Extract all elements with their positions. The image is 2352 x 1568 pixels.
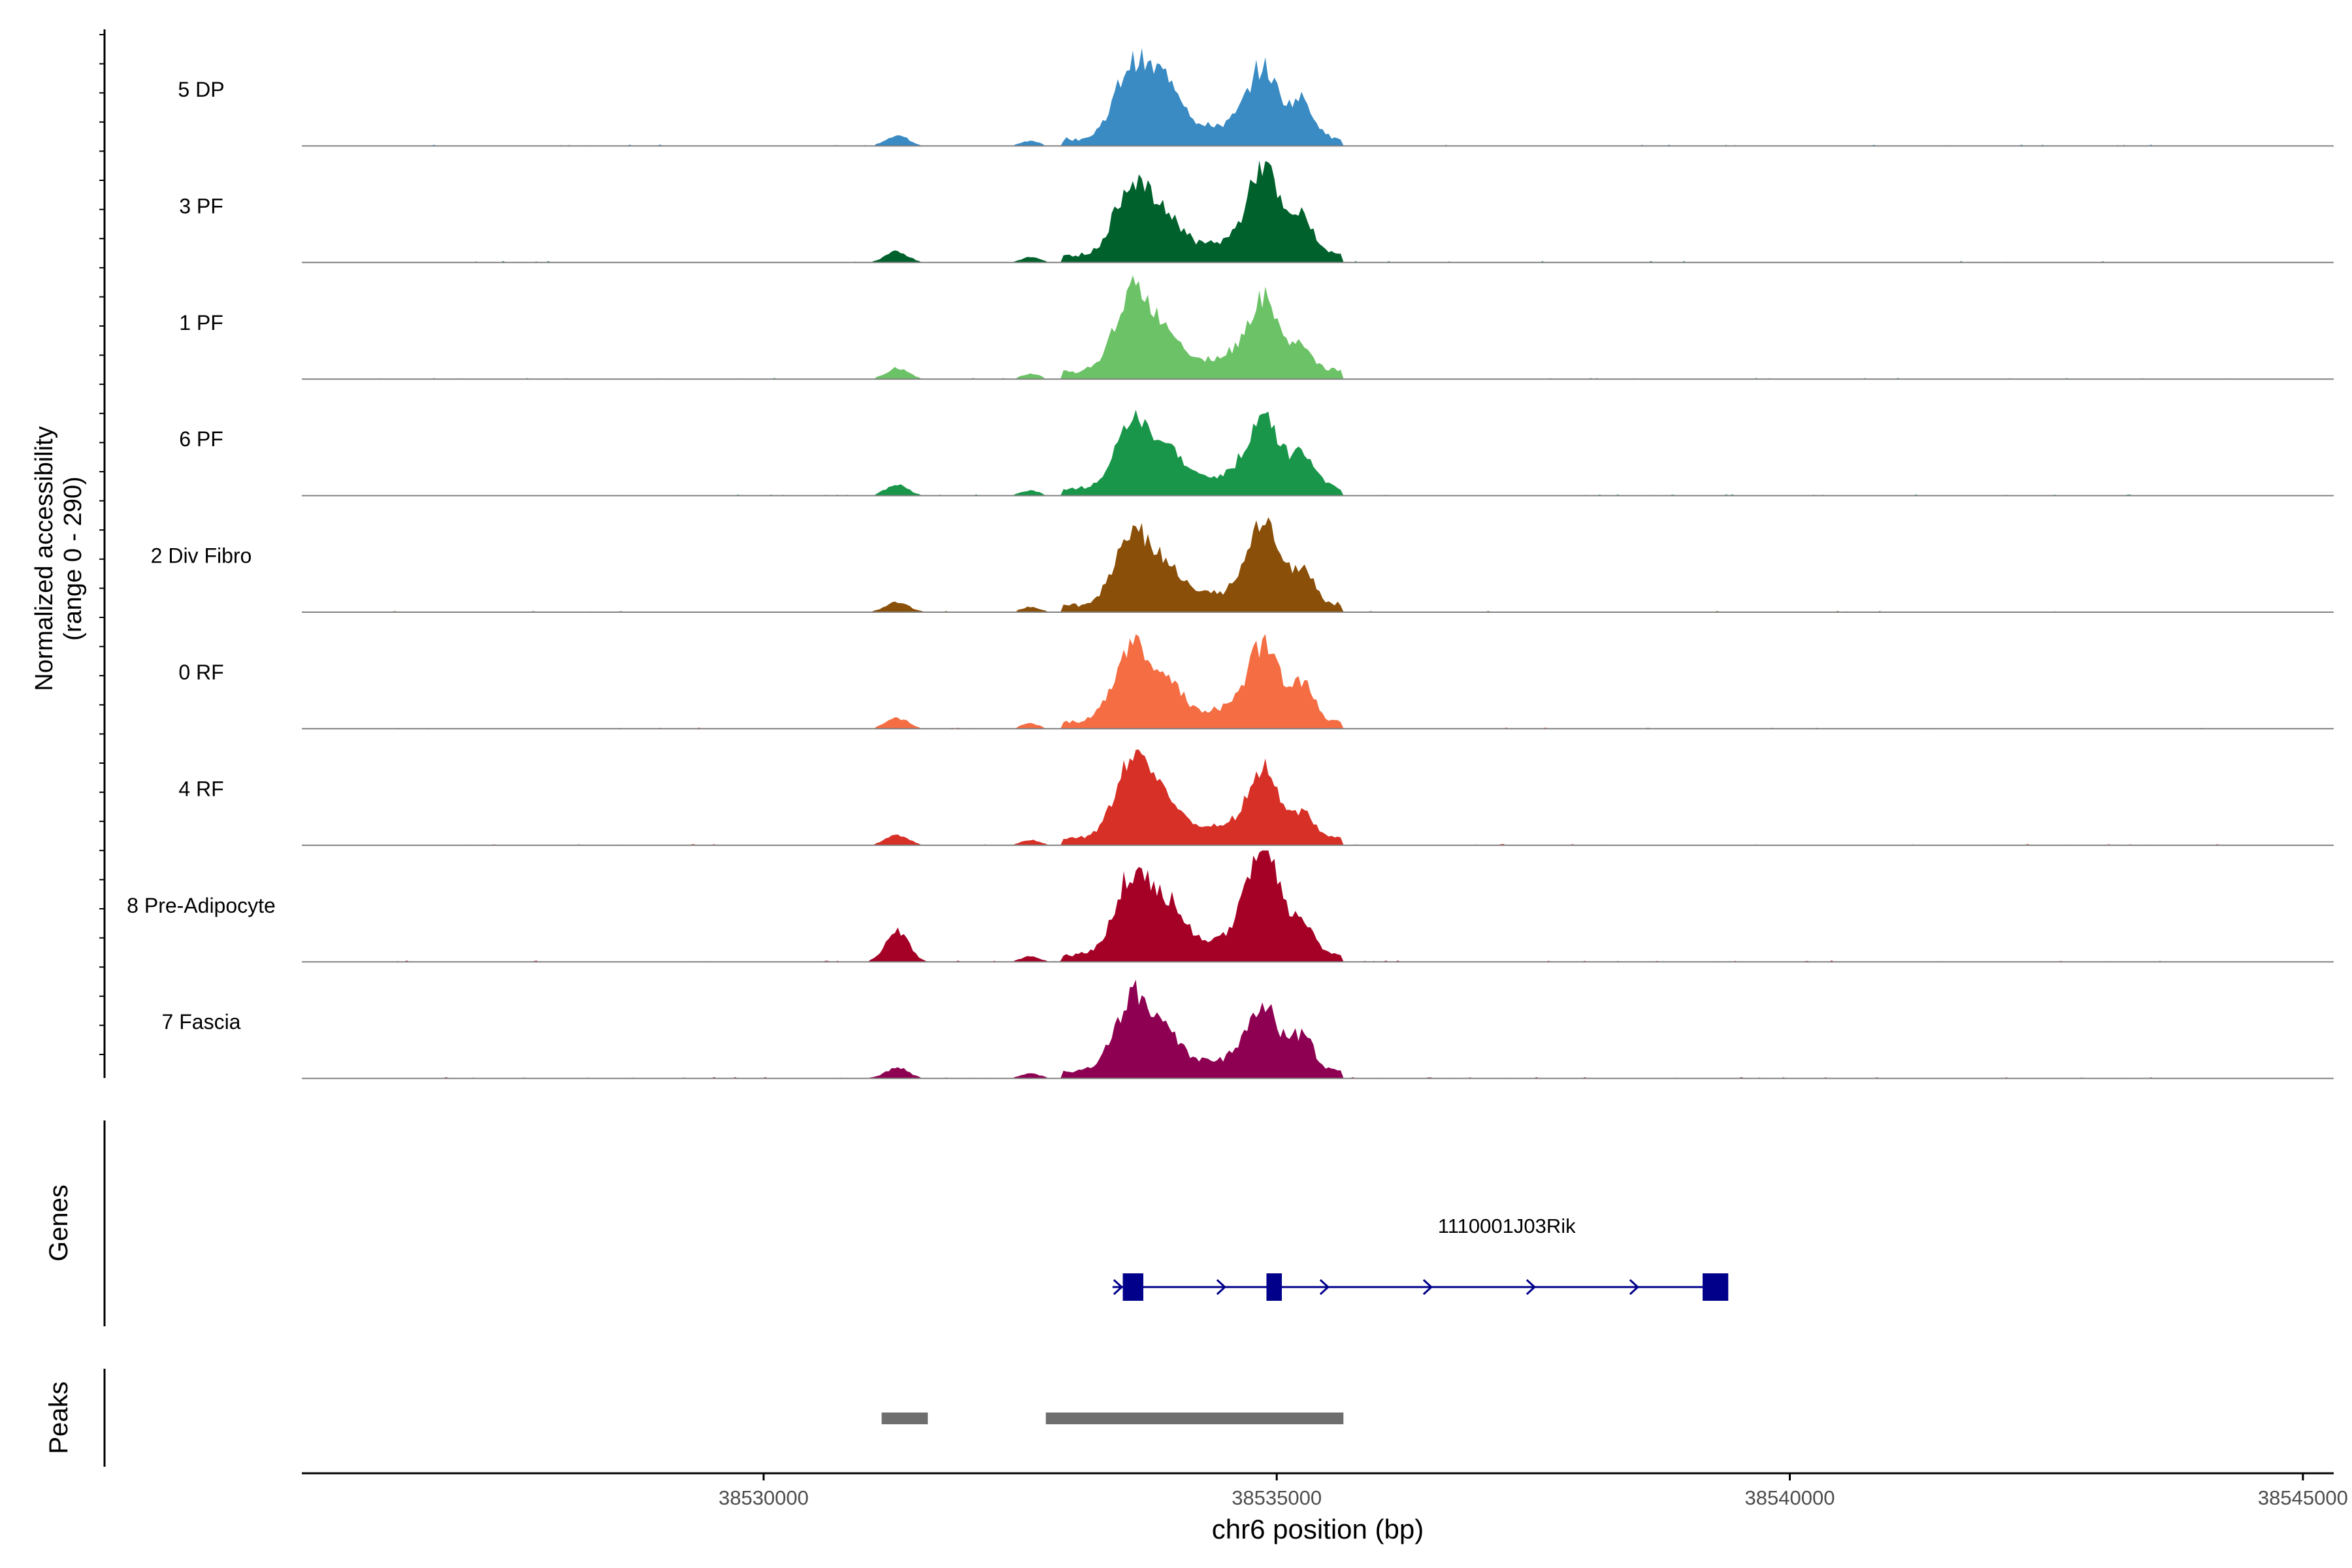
exon [1266, 1273, 1282, 1301]
gene-track: 1110001J03Rik [1112, 1215, 1729, 1301]
track-6-pf: 6 PF [179, 410, 2334, 497]
x-tick-label: 38545000 [2258, 1486, 2348, 1509]
coverage-area [373, 979, 2242, 1079]
coverage-area [373, 749, 2242, 845]
x-tick-label: 38535000 [1232, 1486, 1322, 1509]
track-label: 7 Fascia [162, 1010, 241, 1034]
y-axis-label: Normalized accessibility (range 0 - 290) [31, 426, 87, 691]
strand-arrow [1216, 1279, 1227, 1296]
track-2-div-fibro: 2 Div Fibro [151, 517, 2334, 613]
coverage-area [373, 850, 2242, 962]
gene-name-label: 1110001J03Rik [1438, 1215, 1576, 1237]
peaks-track-label: Peaks [44, 1381, 73, 1454]
exon [1703, 1273, 1729, 1301]
coverage-area [373, 410, 2242, 496]
track-label: 8 Pre-Adipocyte [127, 894, 276, 917]
coverage-area [373, 634, 2242, 729]
strand-arrow [1319, 1279, 1330, 1296]
track-8-pre-adipocyte: 8 Pre-Adipocyte [127, 850, 2334, 963]
y-axis-label-line1: Normalized accessibility [31, 426, 58, 691]
x-tick-label: 38540000 [1745, 1486, 1835, 1509]
track-label: 1 PF [179, 311, 223, 335]
coverage-area [373, 160, 2242, 263]
exon [1122, 1273, 1143, 1301]
coverage-area [373, 275, 2242, 380]
track-0-rf: 0 RF [178, 634, 2334, 730]
peak-track [881, 1413, 1344, 1424]
coverage-area [373, 48, 2242, 146]
y-axis-label-line2: (range 0 - 290) [59, 476, 87, 640]
track-label: 4 RF [178, 777, 223, 800]
strand-arrow [1526, 1279, 1537, 1296]
peak-region [1045, 1413, 1344, 1424]
track-5-dp: 5 DP [178, 48, 2334, 147]
track-1-pf: 1 PF [179, 275, 2334, 380]
track-label: 5 DP [178, 78, 224, 101]
track-label: 3 PF [179, 194, 223, 218]
track-label: 6 PF [179, 427, 223, 451]
strand-arrow [1629, 1279, 1640, 1296]
x-tick-label: 38530000 [719, 1486, 809, 1509]
strand-arrow [1113, 1279, 1124, 1296]
track-4-rf: 4 RF [178, 749, 2334, 846]
peak-region [881, 1413, 928, 1424]
coverage-area [373, 517, 2242, 612]
coverage-y-ticks [99, 34, 105, 1055]
x-axis-ticks: 38530000 38535000 38540000 38545000 [719, 1473, 2348, 1509]
genes-track-label: Genes [44, 1184, 73, 1262]
coverage-tracks: 5 DP 3 PF 1 PF 6 PF 2 Div Fibro 0 RF 4 RF 8 Pre… [127, 48, 2334, 1079]
strand-arrow [1422, 1279, 1433, 1296]
track-label: 0 RF [178, 661, 223, 684]
x-axis-title: chr6 position (bp) [1212, 1514, 1424, 1544]
track-7-fascia: 7 Fascia [162, 979, 2334, 1079]
track-3-pf: 3 PF [179, 160, 2334, 263]
track-label: 2 Div Fibro [151, 544, 252, 568]
